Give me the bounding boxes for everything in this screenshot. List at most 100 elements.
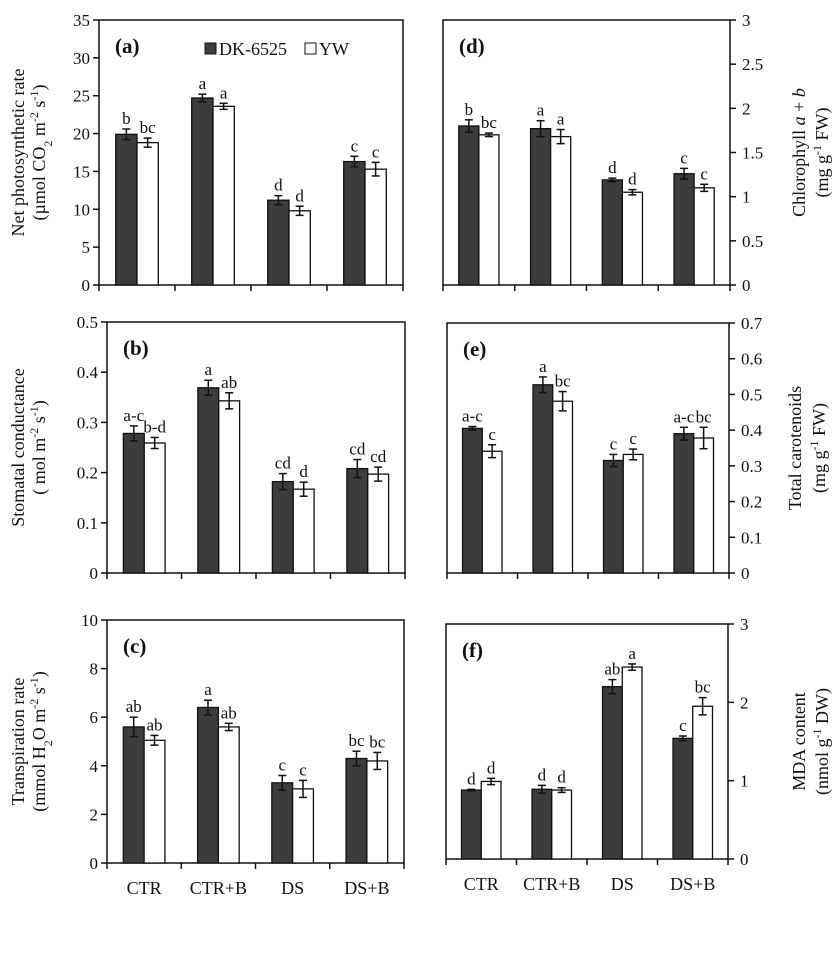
y-axis-title-line: Net photosynthetic rate — [8, 69, 28, 237]
bar-yw — [143, 739, 166, 864]
significance-letter: c — [299, 760, 307, 779]
significance-letter: c — [372, 142, 380, 161]
y-axis-title-segment: FW) — [809, 403, 830, 441]
bar-dk6525 — [460, 789, 482, 860]
y-axis-title-segment: ) — [29, 671, 50, 677]
y-axis-title-line: ( mol m-2 s-1) — [27, 400, 50, 495]
bar-yw — [552, 400, 574, 574]
significance-letter: a — [220, 83, 228, 102]
panel-d: 0 0.5 1 1.5 2 2.5 3 b a d c bc a d c (d) Chlorophyll a +… — [442, 11, 833, 295]
y-axis-title-segment: m — [29, 122, 49, 141]
bar-yw — [291, 788, 315, 864]
panel-label: (a) — [115, 34, 140, 58]
y-axis-title-segment: -1 — [807, 441, 821, 451]
bar-yw — [292, 488, 315, 574]
y-tick-label: 0 — [740, 850, 749, 869]
y-axis-title-segment: (µmol CO — [29, 147, 50, 221]
y-axis-title-line: Total carotenoids — [785, 386, 805, 510]
y-tick-label: 0.1 — [77, 514, 98, 533]
y-axis-title-segment: (mmol H — [29, 746, 50, 812]
bar-dk6525 — [601, 686, 623, 860]
y-axis-title-segment: 2 — [41, 740, 55, 746]
panel-a: 0 5 10 15 20 25 30 35 b a d c bc a d c (a) Net photosynth… — [8, 11, 404, 295]
y-tick-label: 0 — [90, 854, 99, 873]
y-axis-title-segment: b — [789, 88, 809, 97]
bar-dk6525 — [532, 384, 554, 574]
bar-dk6525 — [461, 427, 483, 574]
significance-letter: ab — [604, 660, 620, 679]
significance-letter: d — [299, 462, 308, 481]
significance-letter: c — [278, 756, 286, 775]
y-tick-label: 0.3 — [741, 457, 762, 476]
significance-letter: a — [557, 110, 565, 129]
significance-letter: a-c — [462, 407, 483, 426]
y-axis-title-segment: (mg g — [812, 155, 833, 198]
legend: DK-6525 YW — [204, 39, 349, 59]
y-tick-label: 0.2 — [741, 493, 762, 512]
x-category-label: DS — [611, 874, 634, 894]
x-category-label: CTR — [127, 878, 162, 898]
bar-yw — [621, 666, 643, 860]
x-category-label: DS+B — [670, 874, 715, 894]
x-category-label: DS+B — [344, 878, 389, 898]
y-tick-label: 10 — [81, 611, 98, 630]
bar-dk6525 — [602, 459, 624, 574]
y-tick-label: 10 — [73, 200, 90, 219]
significance-letter: a — [537, 101, 545, 120]
bar-yw — [366, 760, 389, 864]
significance-letter: a — [199, 74, 207, 93]
legend-swatch-yw — [304, 42, 317, 55]
y-tick-label: 2 — [742, 99, 751, 118]
bar-dk6525 — [458, 125, 480, 286]
y-axis-title-segment: ( mol m — [29, 438, 50, 495]
y-axis-title-segment: -1 — [27, 91, 41, 101]
bar-yw — [364, 168, 387, 286]
y-axis-title-line: (mg g-1 FW) — [807, 403, 830, 493]
panel-e: 0 0.1 0.2 0.3 0.4 0.5 0.6 0.7 a-c a c a-c c bc c bc (e) T… — [446, 314, 830, 583]
y-axis-title-segment: Stomatal conductance — [8, 368, 28, 526]
y-axis-title-segment: -2 — [27, 699, 41, 709]
bar-yw — [143, 442, 166, 574]
bar-dk6525 — [122, 726, 145, 864]
significance-letter: b — [122, 109, 131, 128]
x-category-label: DS — [281, 878, 304, 898]
bar-dk6525 — [122, 432, 145, 574]
y-tick-label: 0.5 — [741, 385, 762, 404]
y-axis-title-line: Chlorophyll a + b — [789, 88, 809, 217]
bar-yw — [212, 105, 235, 286]
y-tick-label: 1 — [740, 772, 749, 791]
significance-letter: c — [629, 429, 637, 448]
significance-letter: c — [351, 136, 359, 155]
y-tick-label: 15 — [73, 162, 90, 181]
y-tick-label: 1.5 — [742, 144, 763, 163]
y-tick-label: 2.5 — [742, 55, 763, 74]
bar-yw — [481, 450, 503, 574]
y-axis-title-line: Transpiration rate — [8, 678, 28, 806]
significance-letter: bc — [348, 731, 365, 750]
y-axis-title-segment: -2 — [27, 112, 41, 122]
y-axis-title-segment: -1 — [27, 406, 41, 416]
bar-dk6525 — [529, 127, 552, 286]
y-axis-title-segment: -1 — [810, 145, 824, 155]
significance-letter: bc — [481, 113, 498, 132]
y-tick-label: 0.6 — [741, 350, 762, 369]
significance-letter: d — [295, 186, 304, 205]
y-axis-title-segment: Transpiration rate — [8, 678, 28, 806]
y-tick-label: 0 — [82, 276, 91, 295]
y-tick-label: 2 — [740, 693, 749, 712]
significance-letter: a-c — [673, 407, 694, 426]
significance-letter: bc — [695, 678, 712, 697]
significance-letter: c — [679, 716, 687, 735]
panel-label: (e) — [463, 337, 486, 361]
y-tick-label: 8 — [90, 660, 99, 679]
y-axis-title-segment: Chlorophyll — [789, 125, 809, 217]
y-axis-title-segment: -1 — [810, 728, 824, 738]
significance-letter: bc — [140, 118, 157, 137]
bar-dk6525 — [673, 433, 695, 574]
y-tick-label: 20 — [73, 125, 90, 144]
significance-letter: cd — [275, 454, 292, 473]
significance-letter: ab — [146, 715, 162, 734]
bar-dk6525 — [196, 706, 220, 864]
